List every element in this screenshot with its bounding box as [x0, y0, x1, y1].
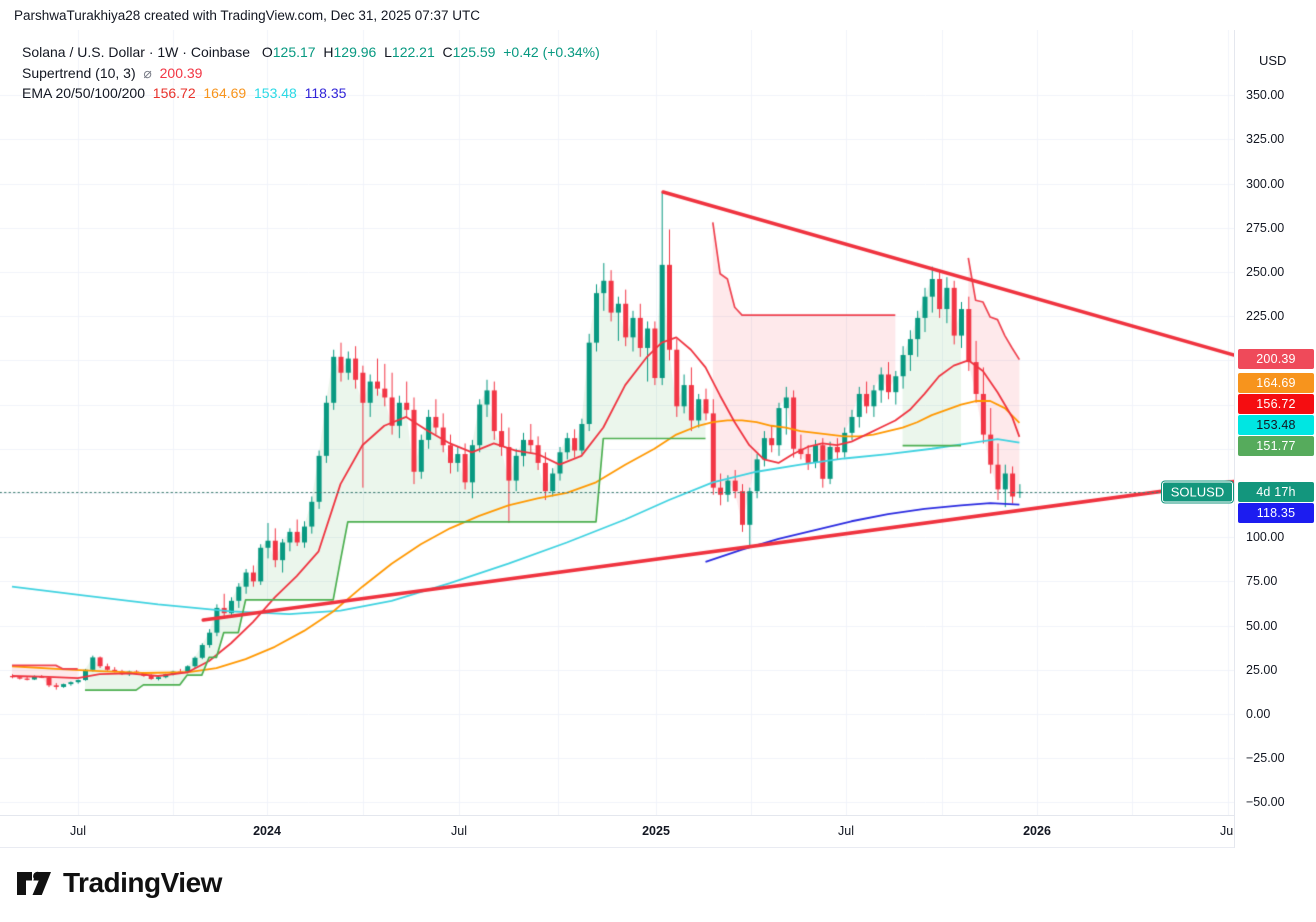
price-tick-label: 275.00	[1246, 220, 1285, 235]
time-tick-label: Jul	[451, 824, 467, 838]
ema100-value: 153.48	[254, 85, 297, 101]
ema50-price-badge: 164.69	[1238, 373, 1314, 393]
price-tick-label: 300.00	[1246, 176, 1285, 191]
time-tick-label: Jul	[70, 824, 86, 838]
ohlc-values: O125.17 H129.96 L122.21 C125.59 +0.42 (+…	[261, 44, 600, 60]
symbol-title: Solana / U.S. Dollar · 1W · Coinbase	[22, 44, 250, 60]
price-tick-label: −25.00	[1246, 751, 1285, 766]
last-price-badge: 118.35	[1238, 503, 1314, 523]
ema200-value: 118.35	[304, 85, 347, 101]
price-axis-unit: USD	[1259, 53, 1287, 68]
supertrend-marker-icon: ⌀	[143, 64, 152, 81]
ema20-value: 156.72	[152, 85, 196, 101]
time-tick-label: 2025	[642, 824, 670, 838]
symbol-price-badge: SOLUSD	[1162, 481, 1233, 503]
ema-title: EMA 20/50/100/200	[22, 85, 145, 101]
supertrend-price-badge: 200.39	[1238, 349, 1314, 369]
time-axis[interactable]: Jul 2024 Jul 2025 Jul 2026 Jul	[0, 815, 1234, 848]
supertrend-up-price-badge: 151.77	[1238, 436, 1314, 456]
tradingview-logo-icon	[17, 871, 51, 895]
time-tick-label: 2026	[1023, 824, 1051, 838]
price-tick-label: −50.00	[1246, 795, 1285, 810]
price-tick-label: 25.00	[1246, 662, 1278, 677]
price-tick-label: 325.00	[1246, 132, 1285, 147]
footer: TradingView	[0, 849, 1316, 922]
supertrend-title: Supertrend (10, 3)	[22, 64, 136, 81]
price-axis[interactable]: USD 350.00 325.00 300.00 275.00 250.00 225.00…	[1234, 30, 1316, 848]
ema20-price-badge: 156.72	[1238, 394, 1314, 414]
price-tick-label: 50.00	[1246, 618, 1278, 633]
close-value: 125.59	[452, 44, 496, 60]
tradingview-logo[interactable]: TradingView	[14, 863, 222, 903]
legend-ema-row[interactable]: EMA 20/50/100/200 156.72 164.69 153.48 1…	[22, 83, 600, 104]
price-tick-label: 250.00	[1246, 264, 1285, 279]
open-value: 125.17	[272, 44, 316, 60]
ema50-value: 164.69	[203, 85, 247, 101]
legend-supertrend-row[interactable]: Supertrend (10, 3) ⌀ 200.39	[22, 63, 600, 84]
time-tick-label: Jul	[838, 824, 854, 838]
time-tick-label: Jul	[1220, 824, 1234, 838]
change-value: +0.42 (+0.34%)	[503, 44, 600, 60]
chart-legend: Solana / U.S. Dollar · 1W · Coinbase O12…	[22, 42, 600, 104]
price-tick-label: 225.00	[1246, 309, 1285, 324]
price-tick-label: 75.00	[1246, 574, 1278, 589]
supertrend-value: 200.39	[159, 64, 203, 81]
high-value: 129.96	[333, 44, 377, 60]
low-value: 122.21	[391, 44, 435, 60]
price-tick-label: 0.00	[1246, 707, 1271, 721]
time-tick-label: 2024	[253, 824, 281, 838]
price-tick-label: 100.00	[1246, 530, 1285, 545]
countdown-badge: 4d 17h	[1238, 482, 1314, 502]
attribution-text: ParshwaTurakhiya28 created with TradingV…	[14, 8, 480, 23]
legend-symbol-row[interactable]: Solana / U.S. Dollar · 1W · Coinbase O12…	[22, 42, 600, 63]
price-chart-canvas[interactable]	[0, 30, 1234, 815]
tradingview-logo-text: TradingView	[63, 867, 222, 898]
ema100-price-badge: 153.48	[1238, 415, 1314, 435]
price-tick-label: 350.00	[1246, 88, 1285, 103]
